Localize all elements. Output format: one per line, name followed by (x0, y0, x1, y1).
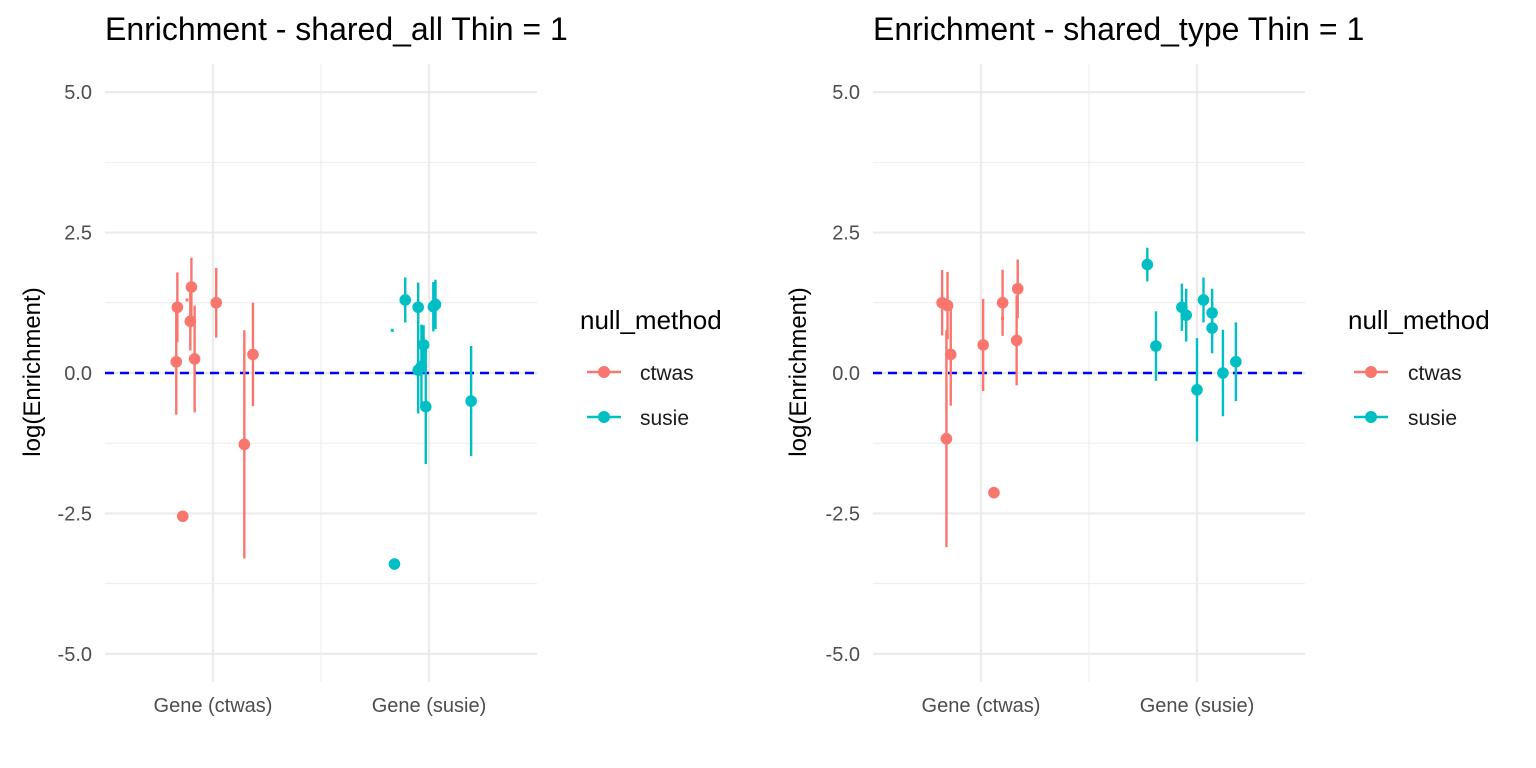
legend-entry-susie: susie (1354, 407, 1457, 430)
legend-label-susie: susie (640, 407, 689, 430)
data-point-small (390, 328, 394, 332)
data-point (1141, 258, 1154, 271)
plot-area: 5.0 2.5 0.0 -2.5 -5.0 Gene (ctwas) Gene (susie… (58, 64, 537, 717)
data-point (399, 294, 412, 306)
data-point (188, 353, 201, 365)
y-tick-label: -5.0 (826, 644, 860, 666)
data-point (1197, 294, 1210, 306)
legend-label-susie: susie (1408, 407, 1457, 430)
data-point (940, 432, 953, 445)
y-axis-label: log(Enrichment) (19, 287, 46, 456)
legend-key-dot-susie (1365, 411, 1377, 423)
legend-entry-susie: susie (587, 407, 689, 430)
y-tick-label: -2.5 (58, 503, 92, 525)
data-point (412, 301, 425, 314)
series-susie (1141, 247, 1242, 442)
plot-area: 5.0 2.5 0.0 -2.5 -5.0 Gene (ctwas) Gene (susie… (826, 64, 1305, 717)
data-point (1191, 384, 1203, 396)
data-point (176, 510, 189, 523)
chart-title: Enrichment - shared_all Thin = 1 (105, 11, 568, 47)
data-point (1206, 322, 1218, 334)
y-tick-label: 0.0 (64, 363, 92, 385)
data-point (238, 438, 251, 451)
y-tick-label: 0.0 (832, 363, 860, 385)
panel-shared-type: Enrichment - shared_type Thin = 1 5.0 2.5… (785, 11, 1490, 717)
legend-label-ctwas: ctwas (640, 362, 694, 385)
legend-label-ctwas: ctwas (1408, 362, 1462, 385)
data-point (1010, 334, 1023, 347)
y-tick-label: 5.0 (64, 82, 92, 104)
legend-entry-ctwas: ctwas (587, 362, 694, 385)
legend-key-dot-ctwas (598, 366, 610, 378)
series-ctwas (936, 259, 1024, 548)
legend-entry-ctwas: ctwas (1354, 362, 1462, 385)
data-point-small (185, 298, 189, 302)
panel-shared-all: Enrichment - shared_all Thin = 1 5.0 2.5 0… (19, 11, 722, 717)
legend: null_method ctwas susie (1348, 305, 1490, 430)
y-tick-label: 2.5 (832, 223, 860, 245)
data-point (1217, 367, 1229, 379)
series-ctwas (170, 257, 259, 559)
data-point (388, 558, 401, 570)
data-point (1011, 282, 1024, 295)
x-tick-label: Gene (susie) (1140, 695, 1255, 717)
y-tick-label: 2.5 (64, 223, 92, 245)
data-point (1180, 309, 1192, 321)
data-point (419, 400, 432, 413)
legend-title: null_method (580, 305, 722, 335)
data-point (184, 315, 197, 328)
y-tick-label: -5.0 (58, 644, 92, 666)
data-point (1230, 355, 1242, 368)
x-tick-label: Gene (susie) (372, 695, 487, 717)
data-point (944, 348, 957, 361)
legend-key-dot-susie (598, 411, 610, 423)
data-point (1150, 340, 1162, 352)
data-point (170, 355, 183, 368)
data-point (247, 348, 259, 361)
data-point (996, 296, 1009, 309)
data-point-small (1001, 317, 1005, 321)
data-point (210, 296, 223, 309)
y-tick-label: -2.5 (826, 503, 860, 525)
x-tick-label: Gene (ctwas) (154, 695, 273, 717)
data-point (988, 486, 1000, 499)
y-axis-label: log(Enrichment) (785, 287, 812, 456)
data-point (977, 339, 989, 351)
x-tick-label: Gene (ctwas) (922, 695, 1041, 717)
chart-title: Enrichment - shared_type Thin = 1 (873, 11, 1364, 47)
legend: null_method ctwas susie (580, 305, 722, 430)
series-susie (388, 277, 477, 570)
data-point (465, 395, 477, 407)
data-point (171, 301, 184, 314)
y-tick-label: 5.0 (832, 82, 860, 104)
data-point (417, 339, 430, 351)
legend-key-dot-ctwas (1365, 366, 1377, 378)
data-point (429, 298, 442, 311)
legend-title: null_method (1348, 305, 1490, 335)
data-point (185, 281, 198, 293)
